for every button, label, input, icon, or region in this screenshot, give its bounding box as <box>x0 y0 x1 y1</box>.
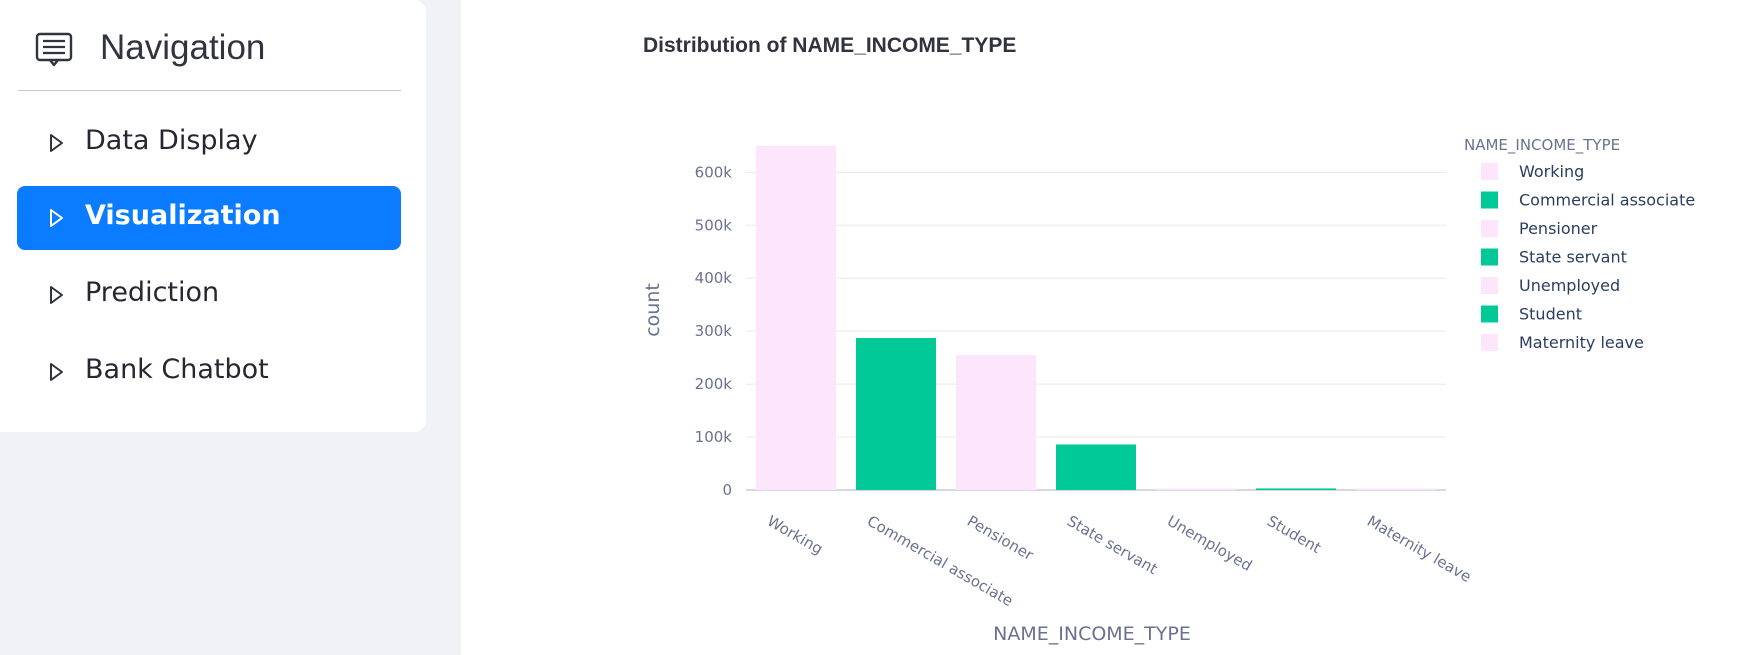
caret-right-icon <box>50 363 63 381</box>
x-tick-label: Student <box>1264 512 1324 557</box>
legend-entry[interactable]: Student <box>1519 305 1582 324</box>
chart-title: Distribution of NAME_INCOME_TYPE <box>643 34 1016 57</box>
main-content: Distribution of NAME_INCOME_TYPE 0 100k 20… <box>461 0 1746 655</box>
y-tick-label: 0 <box>722 481 732 499</box>
y-tick-label: 300k <box>695 322 733 340</box>
nav-item-label: Prediction <box>85 277 220 308</box>
legend-swatch[interactable] <box>1481 163 1498 180</box>
legend-swatch[interactable] <box>1481 191 1498 209</box>
y-tick-label: 100k <box>695 428 733 446</box>
nav-title: Navigation <box>100 28 266 67</box>
bar-student[interactable] <box>1256 488 1336 490</box>
y-tick-label: 200k <box>695 375 733 393</box>
x-tick-label: Working <box>764 512 826 558</box>
nav-item-data-display[interactable]: Data Display <box>17 111 401 175</box>
nav-item-label: Visualization <box>85 200 281 231</box>
nav-header: Navigation <box>18 0 401 91</box>
nav-item-label: Bank Chatbot <box>85 354 269 385</box>
legend-swatch[interactable] <box>1481 334 1498 351</box>
bar-pensioner[interactable] <box>956 355 1036 490</box>
bar-working[interactable] <box>756 145 836 490</box>
x-axis-label: NAME_INCOME_TYPE <box>993 623 1191 645</box>
bar-unemployed[interactable] <box>1156 488 1236 491</box>
caret-right-icon <box>50 134 63 152</box>
caret-right-icon <box>50 209 63 227</box>
bar-maternity-leave[interactable] <box>1356 488 1436 491</box>
legend-swatch[interactable] <box>1481 220 1498 237</box>
bar-chart: Distribution of NAME_INCOME_TYPE 0 100k 20… <box>642 34 1695 645</box>
legend-entry[interactable]: Working <box>1519 162 1584 181</box>
legend-entry[interactable]: Pensioner <box>1519 219 1598 238</box>
x-tick-label: Pensioner <box>964 512 1037 565</box>
nav-item-prediction[interactable]: Prediction <box>17 263 401 327</box>
y-axis-label: count <box>642 283 664 337</box>
legend-title: NAME_INCOME_TYPE <box>1464 136 1620 155</box>
legend-entry[interactable]: Maternity leave <box>1519 333 1644 352</box>
y-axis-ticks: 0 100k 200k 300k 400k 500k 600k <box>695 163 733 499</box>
bar-commercial-associate[interactable] <box>856 338 936 490</box>
legend[interactable]: Working Commercial associate Pensioner Stat… <box>1481 162 1695 352</box>
legend-entry[interactable]: Commercial associate <box>1519 191 1695 210</box>
sidebar: Navigation Data Display Visualization Pr… <box>0 0 426 432</box>
legend-entry[interactable]: State servant <box>1519 248 1627 267</box>
legend-swatch[interactable] <box>1481 305 1498 323</box>
nav-item-bank-chatbot[interactable]: Bank Chatbot <box>17 340 401 404</box>
message-list-icon <box>35 32 73 67</box>
bar-state-servant[interactable] <box>1056 444 1136 490</box>
caret-right-icon <box>50 286 63 304</box>
nav-item-label: Data Display <box>85 125 258 156</box>
y-tick-label: 500k <box>695 216 733 234</box>
x-tick-label: Maternity leave <box>1364 512 1474 586</box>
x-tick-label: State servant <box>1064 512 1161 578</box>
y-tick-label: 600k <box>695 163 733 181</box>
x-tick-label: Unemployed <box>1164 512 1255 575</box>
legend-swatch[interactable] <box>1481 248 1498 266</box>
bars <box>756 145 1436 491</box>
grid-lines <box>746 171 1446 491</box>
y-tick-label: 400k <box>695 269 733 287</box>
legend-swatch[interactable] <box>1481 277 1498 294</box>
nav-item-visualization[interactable]: Visualization <box>17 186 401 250</box>
legend-entry[interactable]: Unemployed <box>1519 276 1620 295</box>
